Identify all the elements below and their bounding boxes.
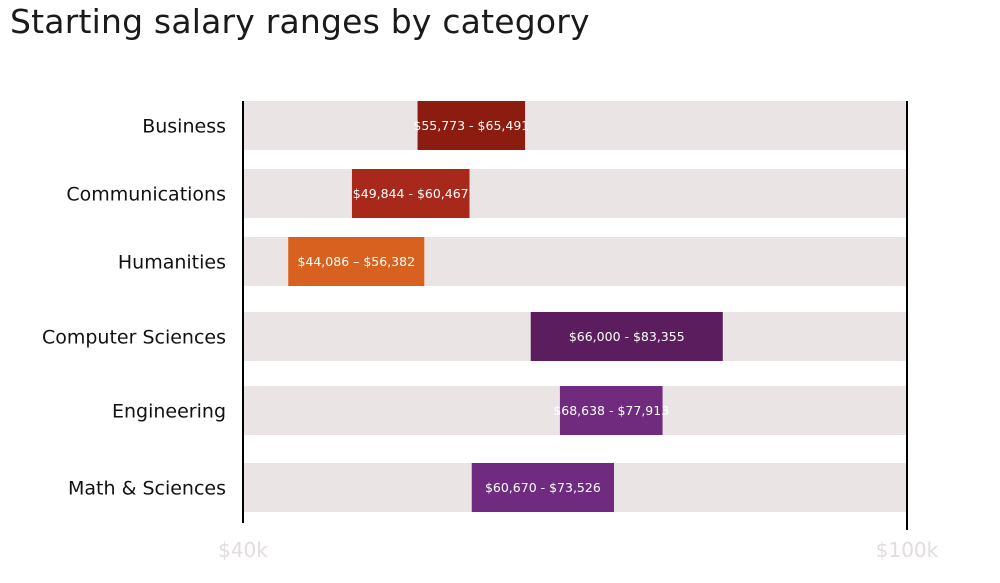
range-label-1: $49,844 - $60,467: [353, 186, 469, 201]
range-label-5: $60,670 - $73,526: [485, 480, 601, 495]
range-bar-2: [288, 237, 425, 286]
range-label-4: $68,638 - $77,913: [553, 403, 669, 418]
category-label-0: Business: [142, 116, 226, 138]
category-label-1: Communications: [66, 184, 226, 206]
chart-title: Starting salary ranges by category: [10, 2, 590, 41]
category-label-4: Engineering: [112, 401, 226, 423]
range-label-0: $55,773 - $65,491: [413, 118, 529, 133]
track-0: [243, 101, 907, 150]
category-label-5: Math & Sciences: [68, 478, 226, 500]
category-label-3: Computer Sciences: [42, 327, 226, 349]
range-bar-4: [559, 386, 663, 435]
range-bar-3: [530, 312, 723, 361]
range-bar-1: [351, 169, 470, 218]
track-1: [243, 169, 907, 218]
x-tick-label-max: $100k: [876, 538, 939, 562]
range-label-3: $66,000 - $83,355: [569, 329, 685, 344]
range-bar-0: [417, 101, 526, 150]
category-label-2: Humanities: [118, 252, 226, 274]
range-label-2: $44,086 – $56,382: [297, 254, 415, 269]
x-tick-label-min: $40k: [218, 538, 268, 562]
range-bar-5: [471, 463, 615, 512]
